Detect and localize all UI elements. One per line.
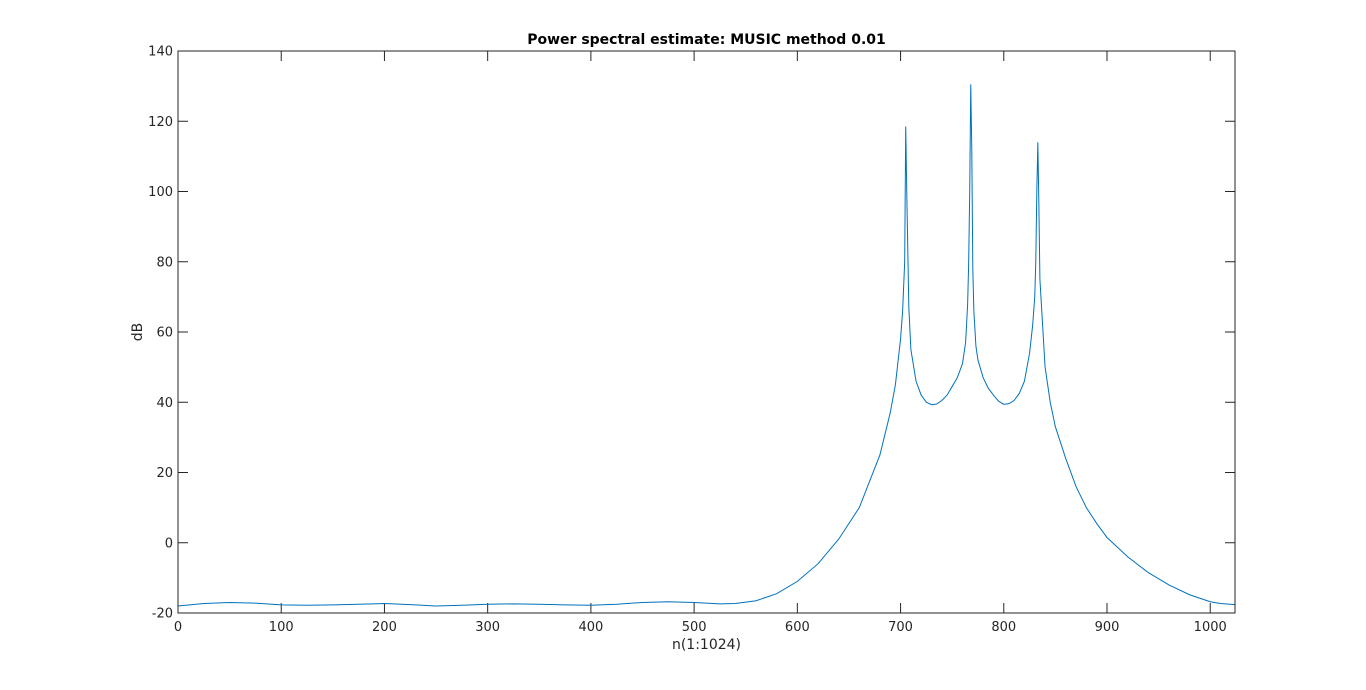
chart-title: Power spectral estimate: MUSIC method 0.…	[527, 32, 886, 48]
x-tick-label: 900	[1095, 620, 1120, 635]
x-tick-label: 200	[372, 620, 397, 635]
x-tick-label: 400	[578, 620, 603, 635]
y-tick-label: 140	[148, 45, 173, 60]
y-tick-label: 20	[156, 466, 173, 481]
x-axis-tick-labels: 0 100 200 300 400 500 600 700 800 900 1000	[174, 620, 1227, 635]
x-tick-label: 1000	[1194, 620, 1227, 635]
x-tick-label: 0	[174, 620, 182, 635]
x-tick-label: 700	[888, 620, 913, 635]
y-tick-label: 100	[148, 185, 173, 200]
y-axis-tick-labels: -20 0 20 40 60 80 100 120 140	[148, 45, 173, 622]
y-tick-label: 120	[148, 115, 173, 130]
x-tick-label: 100	[269, 620, 294, 635]
x-tick-label: 600	[785, 620, 810, 635]
x-axis-label: n(1:1024)	[672, 637, 741, 653]
y-tick-label: -20	[152, 607, 173, 622]
y-axis-label: dB	[130, 323, 146, 342]
x-tick-label: 500	[682, 620, 707, 635]
y-tick-label: 80	[156, 255, 173, 270]
y-tick-label: 0	[165, 536, 173, 551]
x-axis-ticks	[177, 51, 1211, 613]
x-tick-label: 300	[475, 620, 500, 635]
y-tick-label: 40	[156, 396, 173, 411]
plot-frame	[177, 50, 1236, 614]
y-tick-label: 60	[156, 326, 173, 341]
x-tick-label: 800	[991, 620, 1016, 635]
plot-area	[178, 51, 1235, 613]
series-line	[177, 84, 1236, 607]
